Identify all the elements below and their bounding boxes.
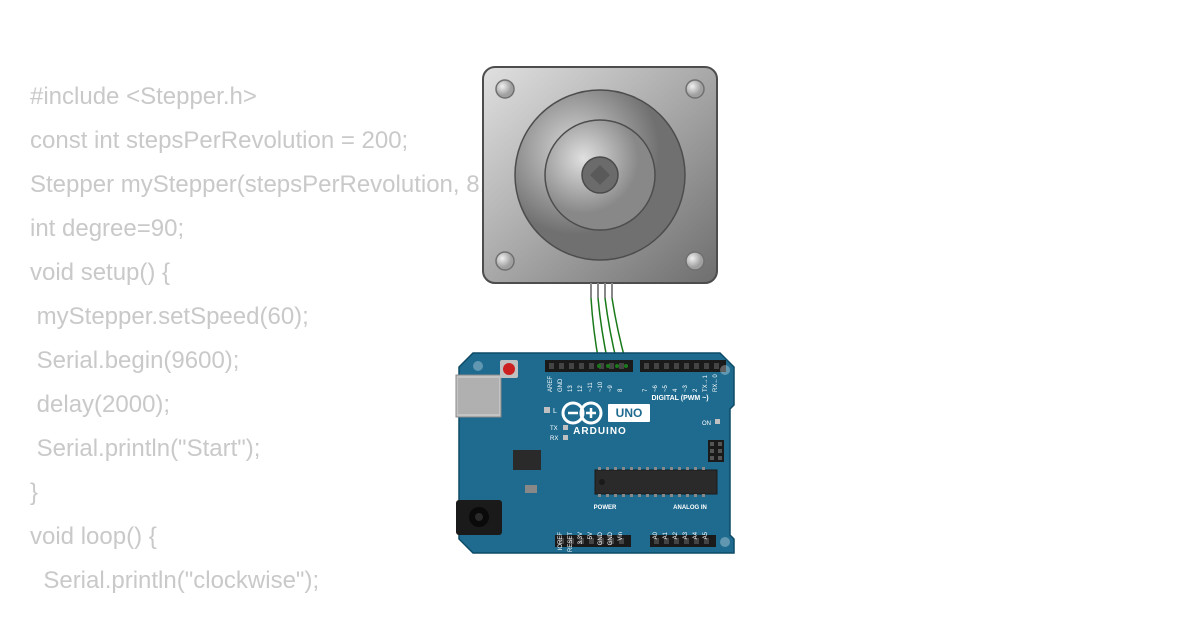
digital-header-right (640, 360, 726, 372)
stepper-motor (483, 67, 717, 298)
svg-text:A0: A0 (653, 531, 659, 539)
svg-text:IOREF: IOREF (558, 532, 564, 551)
svg-text:A1: A1 (663, 531, 669, 539)
arduino-board: AREF GND 13 12 ~11 ~10 ~9 8 7 ~6 ~5 4 ~3… (456, 353, 734, 553)
tx-label: TX (550, 426, 558, 432)
screw-hole (686, 252, 704, 270)
svg-text:~11: ~11 (588, 382, 594, 392)
svg-text:13: 13 (568, 385, 574, 392)
svg-text:A3: A3 (683, 531, 689, 539)
svg-text:~9: ~9 (608, 384, 614, 392)
power-label: POWER (594, 505, 617, 511)
l-label: L (553, 408, 557, 415)
svg-text:~6: ~6 (653, 384, 659, 392)
svg-text:AREF: AREF (548, 376, 554, 392)
svg-text:TX→1: TX→1 (703, 374, 709, 392)
svg-text:GND: GND (558, 378, 564, 392)
svg-text:5V: 5V (588, 532, 594, 539)
on-label: ON (702, 421, 711, 427)
board-model: UNO (616, 406, 643, 420)
svg-text:A2: A2 (673, 531, 679, 539)
small-chip (513, 450, 541, 470)
analog-label: ANALOG IN (673, 505, 707, 511)
reset-button (503, 363, 515, 375)
digital-label: DIGITAL (PWM ~) (651, 395, 708, 402)
screw-hole (686, 80, 704, 98)
svg-text:~3: ~3 (683, 384, 689, 392)
circuit-diagram: AREF GND 13 12 ~11 ~10 ~9 8 7 ~6 ~5 4 ~3… (0, 0, 1200, 630)
atmega-chip (595, 470, 717, 494)
svg-text:GND: GND (608, 531, 614, 545)
svg-text:GND: GND (598, 531, 604, 545)
svg-text:A4: A4 (693, 531, 699, 539)
board-brand: ARDUINO (573, 426, 627, 437)
svg-text:Vin: Vin (618, 532, 624, 541)
svg-text:~5: ~5 (663, 384, 669, 392)
rx-label: RX (550, 436, 558, 442)
svg-text:RX←0: RX←0 (713, 374, 719, 392)
screw-hole (496, 252, 514, 270)
svg-text:~10: ~10 (598, 381, 604, 392)
svg-text:RESET: RESET (568, 532, 574, 552)
svg-text:3.3V: 3.3V (578, 532, 584, 544)
crystal (525, 485, 537, 493)
svg-text:12: 12 (578, 385, 584, 392)
screw-hole (496, 80, 514, 98)
svg-text:A5: A5 (703, 531, 709, 539)
